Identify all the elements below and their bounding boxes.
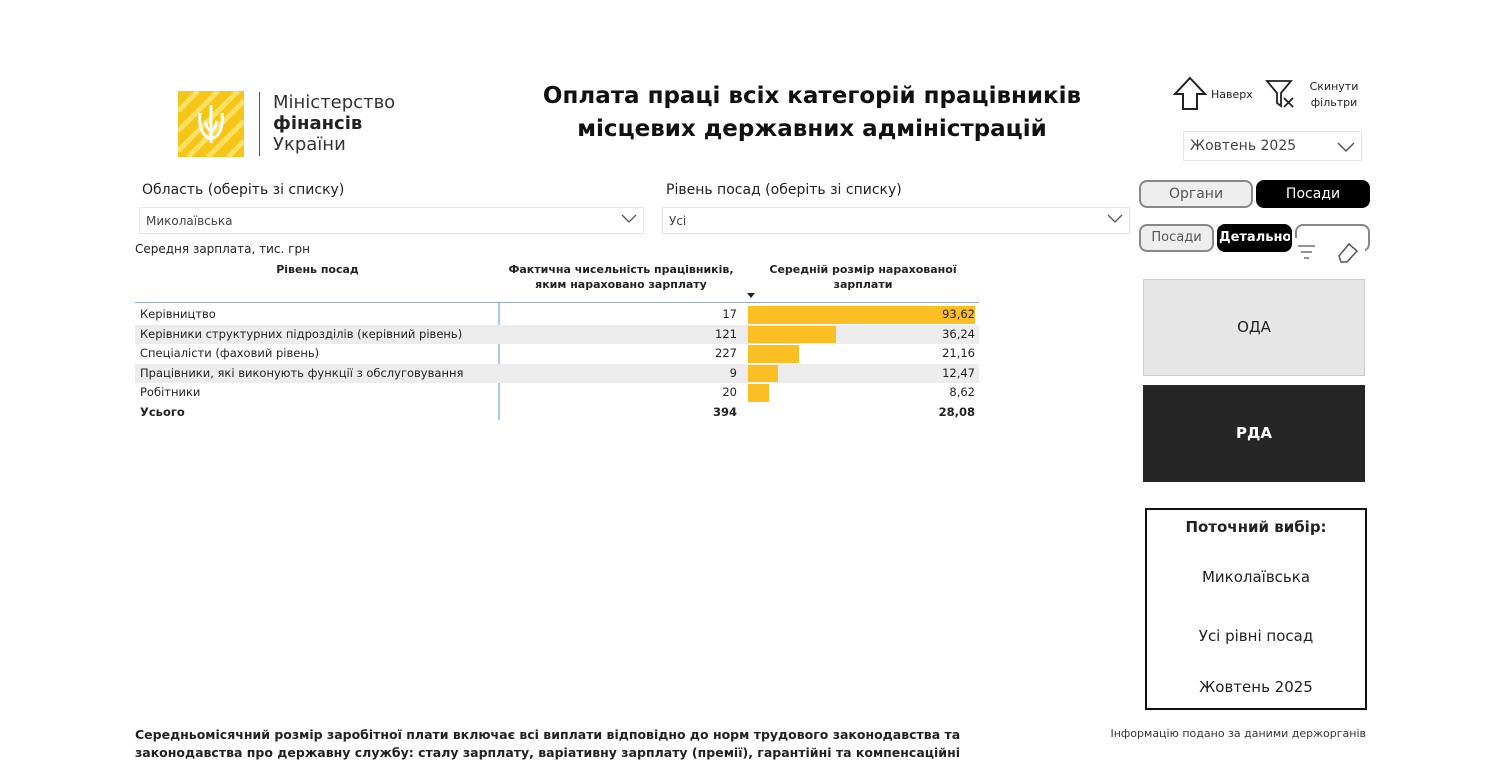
salary: 8,62 [949,385,975,400]
count: 9 [729,365,737,380]
column-divider [498,303,500,420]
selection-title: Поточний вибір: [1185,518,1327,536]
count: 227 [715,346,737,361]
total-salary: 28,08 [938,405,975,419]
toggle[interactable]: Посади [1139,224,1214,252]
row-label: Керівники структурних підрозділів (керів… [140,326,463,341]
row-label: Керівництво [140,307,216,321]
column-header: Фактична чисельність працівників, яким н… [508,263,734,291]
row-label: Робітники [140,385,201,400]
region-dropdown[interactable]: Миколаївська [139,207,644,234]
count: 20 [722,385,737,400]
selection-item: Миколаївська [1201,568,1311,586]
count: 121 [715,326,737,341]
row-label: Працівники, які виконують функції з обсл… [140,365,464,380]
salary: 36,24 [942,326,975,341]
chevron [621,214,637,223]
toggle[interactable]: Органи [1139,180,1253,208]
data-bar [748,384,769,402]
filter-label: Область (оберіть зі списку) [142,182,345,198]
button-active[interactable]: РДА [1143,385,1365,482]
chevron [1107,214,1123,223]
logo-emblem [178,91,244,157]
column-header: Середній розмір нарахованої зарплати [769,263,957,291]
nav-reset[interactable]: Скинути фільтри [1309,80,1359,109]
period-dropdown[interactable]: Жовтень 2025 [1183,131,1362,161]
toggle-active[interactable]: Детально [1217,224,1292,252]
up-icon[interactable] [1173,76,1207,112]
selection-item: Жовтень 2025 [1199,678,1313,696]
chevron [1337,142,1355,153]
selection-box: Поточний вибір: Миколаївська Усі рівні п… [1145,508,1367,710]
period-value: Жовтень 2025 [1190,138,1297,154]
selection-item: Усі рівні посад [1198,627,1314,645]
data-bar [748,364,779,383]
logo-line: Міністерство [273,92,396,113]
page-title: Оплата праці всіх категорій працівників … [542,83,1082,142]
count: 17 [722,307,737,321]
logo-line: України [273,134,346,155]
visual-icons[interactable] [1295,238,1365,266]
filter-label: Рівень посад (оберіть зі списку) [666,182,902,198]
region-value: Миколаївська [146,214,233,228]
toggle-active[interactable]: Посади [1256,180,1370,208]
header-rule [135,302,979,303]
data-bar [748,306,975,324]
total-label: Усього [140,405,185,419]
position-value: Усі [669,214,687,228]
footer-note: Середньомісячний розмір заробітної плати… [135,727,961,768]
salary: 12,47 [942,365,975,380]
reset-icon[interactable] [1265,78,1297,110]
sort-arrow [747,293,755,298]
row-label: Спеціалісти (фаховий рівень) [140,346,320,361]
total-count: 394 [712,405,737,419]
logo-divider [259,92,260,156]
logo-text: Міністерство фінансів України [273,92,395,155]
position-dropdown[interactable]: Усі [662,207,1130,234]
column-header: Рівень посад [276,263,359,276]
salary: 93,62 [942,307,975,321]
button[interactable]: ОДА [1143,279,1365,376]
table-caption: Середня зарплата, тис. грн [135,242,310,256]
salary: 21,16 [942,346,975,361]
footer-source: Інформацію подано за даними держорганів [1110,727,1366,740]
logo-line: фінансів [273,113,363,134]
data-bar [748,345,800,363]
nav-up[interactable]: Наверх [1211,88,1253,101]
data-bar [748,325,836,344]
